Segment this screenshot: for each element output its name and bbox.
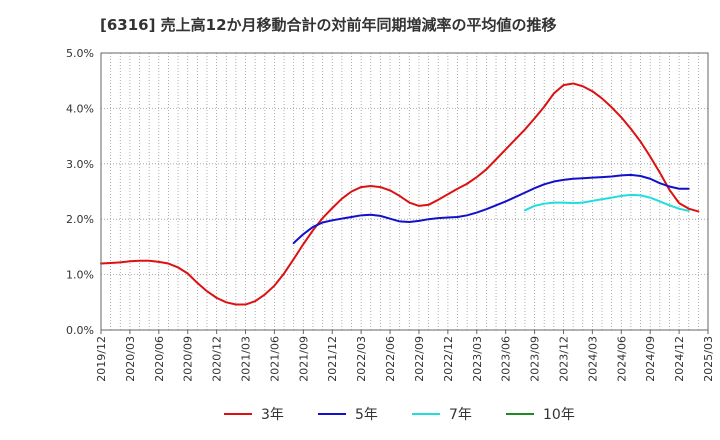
x-tick-label: 2024/09 bbox=[644, 336, 657, 382]
x-tick-label: 2022/09 bbox=[413, 336, 426, 382]
legend-label: 3年 bbox=[261, 407, 284, 423]
grid-layer bbox=[100, 52, 709, 331]
y-tick-label: 5.0% bbox=[66, 47, 94, 60]
x-tick-label: 2022/12 bbox=[442, 336, 455, 382]
y-tick-label: 1.0% bbox=[66, 269, 94, 282]
x-tick-label: 2020/06 bbox=[153, 336, 166, 382]
x-tick-label: 2022/03 bbox=[355, 336, 368, 382]
x-tick-label: 2023/09 bbox=[529, 336, 542, 382]
series-line-7年 bbox=[523, 193, 690, 212]
series-layer bbox=[100, 82, 700, 306]
x-tick-label: 2020/03 bbox=[124, 336, 137, 382]
legend-label: 5年 bbox=[355, 407, 378, 423]
x-tick-label: 2021/03 bbox=[240, 336, 253, 382]
legend-layer: 3年 5年 7年 10年 bbox=[224, 407, 575, 423]
x-tick-label: 2019/12 bbox=[95, 336, 108, 382]
x-tick-label: 2022/06 bbox=[384, 336, 397, 382]
y-tick-label: 2.0% bbox=[66, 213, 94, 226]
x-tick-label: 2021/09 bbox=[297, 336, 310, 382]
legend-label: 10年 bbox=[543, 407, 575, 423]
legend-label: 7年 bbox=[449, 407, 472, 423]
plot-frame bbox=[100, 52, 709, 331]
chart-title: [6316] 売上高12か月移動合計の対前年同期増減率の平均値の推移 bbox=[100, 16, 557, 34]
x-tick-label: 2024/03 bbox=[586, 336, 599, 382]
x-tick-label: 2023/06 bbox=[500, 336, 513, 382]
x-tick-label: 2021/12 bbox=[326, 336, 339, 382]
x-tick-label: 2024/12 bbox=[673, 336, 686, 382]
series-line-5年 bbox=[292, 173, 690, 245]
y-tick-label: 4.0% bbox=[66, 102, 94, 115]
x-tick-label: 2023/03 bbox=[471, 336, 484, 382]
y-tick-label: 0.0% bbox=[66, 324, 94, 337]
x-tick-label: 2020/09 bbox=[182, 336, 195, 382]
axis-layer: 0.0% 1.0% 2.0% 3.0% 4.0% 5.0% 2019/12 2020/03 20… bbox=[66, 47, 715, 382]
y-tick-label: 3.0% bbox=[66, 158, 94, 171]
x-tick-label: 2024/06 bbox=[615, 336, 628, 382]
series-line-3年 bbox=[100, 82, 700, 306]
x-tick-label: 2025/03 bbox=[702, 336, 715, 382]
x-tick-label: 2023/12 bbox=[557, 336, 570, 382]
x-tick-label: 2020/12 bbox=[211, 336, 224, 382]
x-tick-label: 2021/06 bbox=[268, 336, 281, 382]
